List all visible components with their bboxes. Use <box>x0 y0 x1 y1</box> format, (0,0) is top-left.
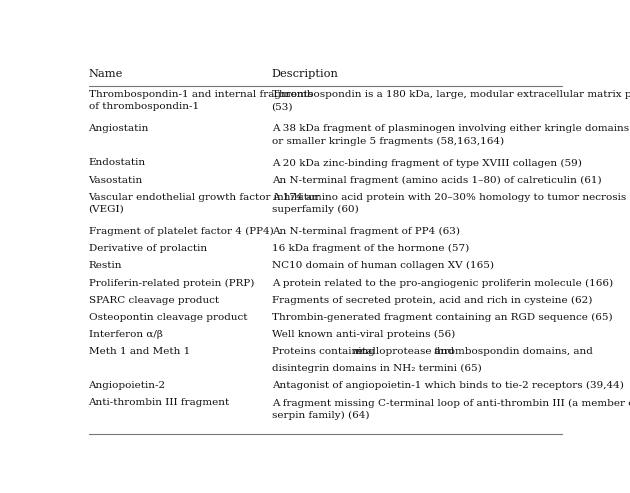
Text: Fragments of secreted protein, acid and rich in cysteine (62): Fragments of secreted protein, acid and … <box>272 296 592 305</box>
Text: Thrombospondin is a 180 kDa, large, modular extracellular matrix protein
(53): Thrombospondin is a 180 kDa, large, modu… <box>272 90 630 111</box>
Text: Anti-thrombin III fragment: Anti-thrombin III fragment <box>88 398 230 407</box>
Text: disintegrin domains in NH₂ termini (65): disintegrin domains in NH₂ termini (65) <box>272 364 481 373</box>
Text: Endostatin: Endostatin <box>88 158 146 168</box>
Text: etalloprotease and: etalloprotease and <box>357 347 458 356</box>
Text: A protein related to the pro-angiogenic proliferin molecule (166): A protein related to the pro-angiogenic … <box>272 279 613 287</box>
Text: NC10 domain of human collagen XV (165): NC10 domain of human collagen XV (165) <box>272 261 494 271</box>
Text: Well known anti-viral proteins (56): Well known anti-viral proteins (56) <box>272 330 455 339</box>
Text: Fragment of platelet factor 4 (PP4): Fragment of platelet factor 4 (PP4) <box>88 227 273 236</box>
Text: Antagonist of angiopoietin-1 which binds to tie-2 receptors (39,44): Antagonist of angiopoietin-1 which binds… <box>272 381 624 390</box>
Text: A fragment missing C-terminal loop of anti-thrombin III (a member of the
serpin : A fragment missing C-terminal loop of an… <box>272 398 630 420</box>
Text: Vasostatin: Vasostatin <box>88 176 143 184</box>
Text: Proliferin-related protein (PRP): Proliferin-related protein (PRP) <box>88 279 254 287</box>
Text: Derivative of prolactin: Derivative of prolactin <box>88 244 207 253</box>
Text: Angiostatin: Angiostatin <box>88 124 149 133</box>
Text: Proteins containing: Proteins containing <box>272 347 378 356</box>
Text: Restin: Restin <box>88 261 122 270</box>
Text: A 20 kDa zinc-binding fragment of type XVIII collagen (59): A 20 kDa zinc-binding fragment of type X… <box>272 158 581 168</box>
Text: hrombospondin domains, and: hrombospondin domains, and <box>437 347 593 356</box>
Text: SPARC cleavage product: SPARC cleavage product <box>88 296 219 305</box>
Text: 16 kDa fragment of the hormone (57): 16 kDa fragment of the hormone (57) <box>272 244 469 253</box>
Text: Meth 1 and Meth 1: Meth 1 and Meth 1 <box>88 347 190 356</box>
Text: Interferon α/β: Interferon α/β <box>88 330 163 339</box>
Text: An N-terminal fragment of PP4 (63): An N-terminal fragment of PP4 (63) <box>272 227 460 236</box>
Text: A 38 kDa fragment of plasminogen involving either kringle domains 1–3,
or smalle: A 38 kDa fragment of plasminogen involvi… <box>272 124 630 145</box>
Text: A 174 amino acid protein with 20–30% homology to tumor necrosis factor
superfami: A 174 amino acid protein with 20–30% hom… <box>272 193 630 214</box>
Text: Thrombospondin-1 and internal fragments
of thrombospondin-1: Thrombospondin-1 and internal fragments … <box>88 90 312 111</box>
Text: Angiopoietin-2: Angiopoietin-2 <box>88 381 166 390</box>
Text: t: t <box>433 347 437 356</box>
Text: Name: Name <box>88 69 123 79</box>
Text: Thrombin-generated fragment containing an RGD sequence (65): Thrombin-generated fragment containing a… <box>272 313 612 322</box>
Text: m: m <box>352 347 362 356</box>
Text: Vascular endothelial growth factor inhibitor
(VEGI): Vascular endothelial growth factor inhib… <box>88 193 320 214</box>
Text: Osteopontin cleavage product: Osteopontin cleavage product <box>88 313 247 322</box>
Text: An N-terminal fragment (amino acids 1–80) of calreticulin (61): An N-terminal fragment (amino acids 1–80… <box>272 176 601 185</box>
Text: Description: Description <box>272 69 338 79</box>
